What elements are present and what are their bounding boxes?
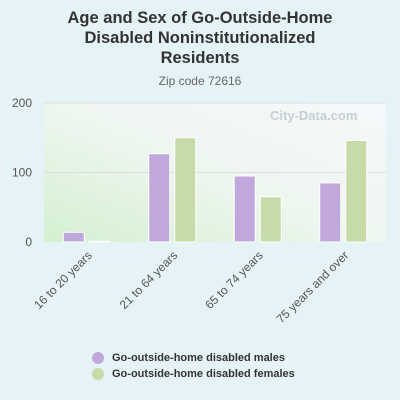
bar-females-0 [88,240,111,243]
legend-item-males: Go-outside-home disabled males [92,350,295,366]
bar-females-2 [259,196,282,243]
legend-swatch-males [92,352,104,364]
bar-males-1 [148,153,171,243]
x-category-label: 16 to 20 years [31,248,95,312]
bar-males-0 [62,231,85,243]
legend-swatch-females [92,368,104,380]
bar-males-3 [319,182,342,243]
chart-title-line-3: Residents [160,49,240,67]
bar-females-3 [345,140,368,243]
chart-title-line-2: Disabled Noninstitutionalized [84,29,316,47]
legend: Go-outside-home disabled males Go-outsid… [92,350,295,382]
bar-males-2 [233,175,256,243]
legend-label-females: Go-outside-home disabled females [112,368,295,380]
bar-females-1 [174,137,197,243]
chart-title-line-1: Age and Sex of Go-Outside-Home [67,9,333,27]
x-category-label: 21 to 64 years [117,248,181,312]
x-category-label: 75 years and over [274,248,352,326]
y-tick-label: 200 [12,96,32,110]
y-tick-label: 100 [12,166,32,180]
chart-subtitle: Zip code 72616 [158,74,242,88]
legend-item-females: Go-outside-home disabled females [92,366,295,382]
x-category-label: 65 to 74 years [202,248,266,312]
legend-label-males: Go-outside-home disabled males [112,352,285,364]
watermark-text: City-Data.com [270,108,358,123]
y-tick-label: 0 [25,235,32,249]
chart-title: Age and Sex of Go-Outside-Home Disabled … [0,8,400,68]
